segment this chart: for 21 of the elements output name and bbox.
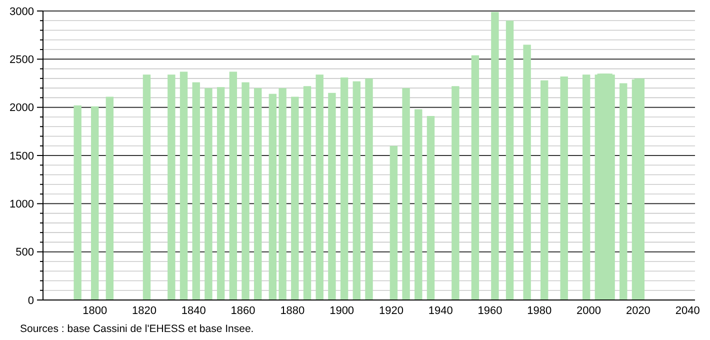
x-tick-label: 1880	[280, 305, 305, 317]
x-tick-label: 1860	[230, 305, 256, 317]
x-tick-label: 1820	[132, 305, 156, 317]
y-tick-label: 3000	[10, 6, 34, 18]
x-tick-label: 2000	[576, 305, 602, 317]
x-tick-label: 1980	[527, 305, 552, 317]
x-tick-label: 1800	[82, 305, 108, 317]
x-tick-label: 1960	[478, 305, 502, 317]
x-tick-label: 1900	[330, 305, 354, 317]
x-tick-label: 1940	[428, 305, 453, 317]
x-tick-label: 2020	[626, 305, 650, 317]
y-tick-label: 1000	[10, 198, 34, 211]
y-tick-label: 0	[28, 294, 34, 307]
y-tick-label: 2000	[10, 102, 34, 114]
y-tick-label: 2500	[10, 54, 34, 66]
y-tick-label: 500	[16, 246, 34, 259]
x-tick-label: 1920	[378, 305, 404, 317]
x-tick-label: 2040	[675, 305, 700, 317]
x-tick-label: 1840	[181, 305, 206, 317]
y-tick-label: 1500	[10, 150, 34, 162]
source-note: Sources : base Cassini de l'EHESS et base Insee.	[20, 323, 254, 335]
